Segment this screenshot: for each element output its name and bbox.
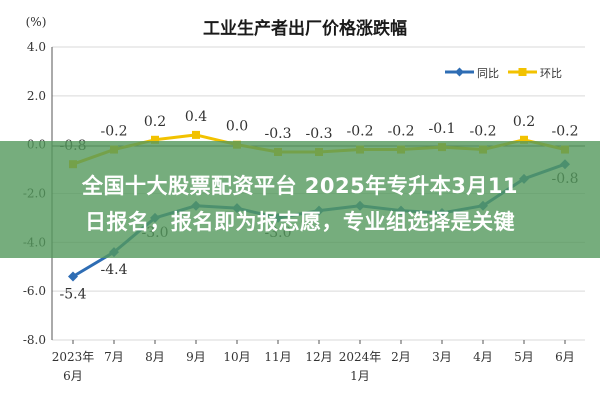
chart-title: 工业生产者出厂价格涨跌幅 (203, 18, 407, 39)
x-tick-label: 9月 (186, 350, 206, 364)
mom-data-label: -0.3 (306, 126, 333, 142)
x-tick-label: 1月 (350, 369, 370, 383)
x-tick-label: 6月 (63, 369, 83, 383)
x-tick-label: 5月 (514, 350, 534, 364)
mom-data-label: 0.0 (226, 119, 248, 135)
legend: 同比 环比 (445, 67, 562, 80)
legend-mom-label: 环比 (540, 67, 562, 80)
mom-data-label: -0.2 (470, 124, 497, 140)
legend-yoy-label: 同比 (477, 67, 499, 80)
x-tick-label: 2023年 (52, 350, 95, 364)
legend-yoy-marker (455, 67, 464, 77)
mom-data-label: -0.2 (101, 124, 128, 140)
mom-point (151, 135, 159, 144)
x-tick-label: 4月 (473, 350, 493, 364)
overlay-banner (0, 141, 600, 258)
mom-point (520, 135, 528, 144)
banner-text-line-1: 全国十大股票配资平台 2025年专升本3月11 (81, 174, 519, 198)
y-tick-label: 2.0 (27, 89, 46, 103)
x-tick-labels: 2023年 6月 7月 8月 9月 10月 11月 12月 2024年 1月 2月 3月 4月 5月 6月 (52, 350, 575, 383)
x-tick-label: 6月 (555, 350, 575, 364)
y-tick-label: -6.0 (23, 284, 46, 298)
mom-data-label: -0.2 (552, 124, 579, 140)
mom-data-label: 0.2 (144, 114, 166, 130)
x-tick-label: 7月 (104, 350, 124, 364)
legend-mom-marker (518, 68, 527, 76)
yoy-point (68, 271, 78, 282)
yoy-data-label: -5.4 (60, 287, 87, 303)
banner-text-line-2: 日报名，报名即为报志愿，专业组选择是关键 (85, 210, 515, 234)
yoy-data-label: -4.4 (101, 262, 128, 278)
x-tick-label: 2月 (391, 350, 411, 364)
mom-data-label: -0.1 (429, 121, 456, 137)
x-tick-label: 12月 (305, 350, 332, 364)
x-tick-label: 3月 (432, 350, 452, 364)
mom-data-label: -0.2 (388, 124, 415, 140)
x-tick-label: 11月 (264, 350, 291, 364)
mom-data-label: 0.2 (513, 114, 535, 130)
mom-point (192, 130, 200, 139)
mom-data-label: 0.4 (185, 109, 207, 125)
mom-data-label: -0.2 (347, 124, 374, 140)
x-tick-label: 2024年 (339, 350, 382, 364)
mom-data-label: -0.3 (265, 126, 292, 142)
x-tick-label: 8月 (145, 350, 165, 364)
y-unit-label: (%) (26, 15, 47, 29)
x-tick-label: 10月 (223, 350, 250, 364)
y-tick-label: -8.0 (23, 333, 46, 347)
y-tick-label: 4.0 (27, 40, 46, 54)
